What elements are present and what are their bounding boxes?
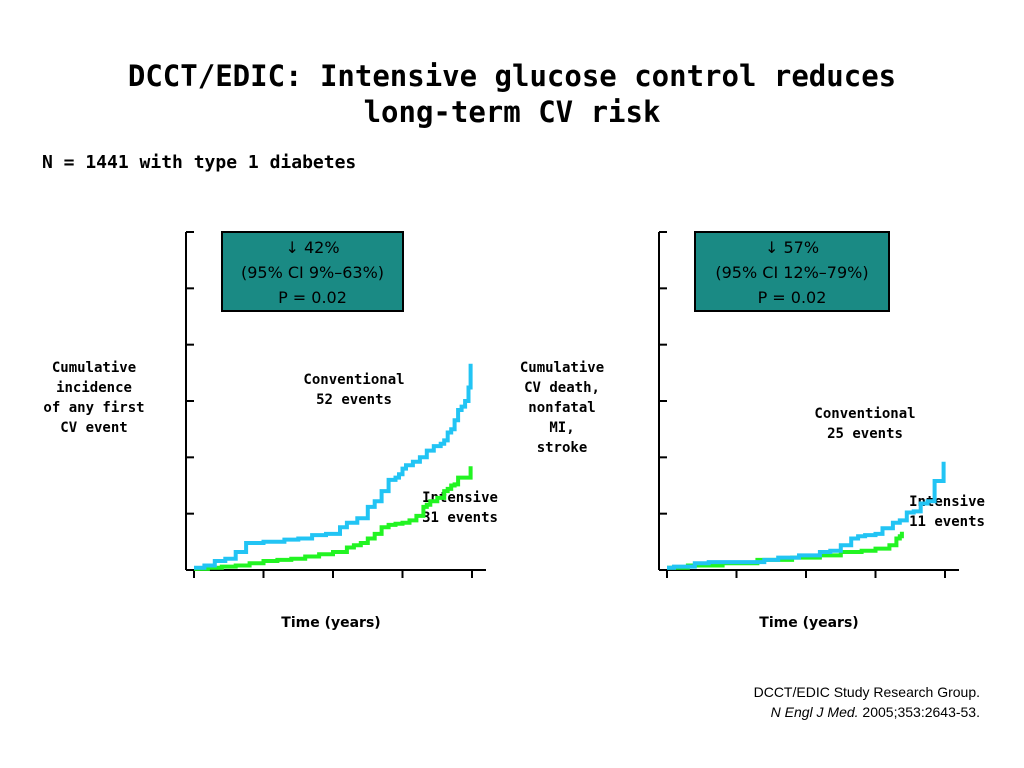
- right-ylabel-line: stroke: [536, 440, 588, 456]
- left-conventional-events: 52 events: [316, 392, 392, 408]
- slide-title: DCCT/EDIC: Intensive glucose control red…: [0, 58, 1024, 130]
- left-risk-reduction: ↓ 42%: [285, 238, 340, 257]
- left-x-axis-label: Time (years): [281, 615, 381, 631]
- title-line-1: DCCT/EDIC: Intensive glucose control red…: [127, 59, 897, 93]
- right-conventional-events: 25 events: [827, 426, 903, 442]
- citation-line-2: N Engl J Med. 2005;353:2643-53.: [754, 702, 980, 722]
- right-y-axis-label: Cumulative CV death, nonfatal MI, stroke: [506, 358, 618, 458]
- right-confidence-interval: (95% CI 12%–79%): [715, 263, 869, 282]
- left-intensive-curve: [194, 466, 473, 571]
- right-ylabel-line: MI,: [549, 420, 575, 436]
- right-p-value: P = 0.02: [757, 288, 827, 307]
- right-intensive-events: 11 events: [909, 514, 985, 530]
- right-intensive-name: Intensive: [909, 494, 985, 510]
- right-risk-reduction: ↓ 57%: [764, 238, 820, 257]
- citation: DCCT/EDIC Study Research Group. N Engl J…: [754, 682, 980, 722]
- right-intensive-label: Intensive 11 events: [897, 492, 997, 532]
- citation-line-1: DCCT/EDIC Study Research Group.: [753, 684, 980, 700]
- slide-subtitle: N = 1441 with type 1 diabetes: [42, 152, 357, 173]
- right-ylabel-line: Cumulative: [519, 360, 605, 376]
- right-ylabel-line: nonfatal: [528, 400, 596, 416]
- left-conventional-curve: [194, 363, 473, 570]
- right-result-box: ↓ 57% (95% CI 12%–79%) P = 0.02: [694, 231, 890, 312]
- left-intensive-label: Intensive 31 events: [410, 488, 510, 528]
- citation-details: 2005;353:2643-53.: [858, 704, 980, 720]
- left-ylabel-line: of any first: [43, 400, 145, 416]
- left-y-axis-label: Cumulative incidence of any first CV eve…: [38, 358, 150, 438]
- title-line-2: long-term CV risk: [363, 95, 661, 129]
- left-conventional-name: Conventional: [303, 372, 405, 388]
- left-p-value: P = 0.02: [278, 288, 347, 307]
- right-ylabel-line: CV death,: [524, 380, 600, 396]
- left-ylabel-line: CV event: [60, 420, 128, 436]
- right-conventional-curve: [667, 461, 946, 570]
- left-intensive-events: 31 events: [422, 510, 498, 526]
- right-x-axis-label: Time (years): [759, 615, 859, 631]
- citation-journal: N Engl J Med.: [770, 704, 859, 720]
- left-intensive-name: Intensive: [422, 490, 498, 506]
- left-conventional-label: Conventional 52 events: [294, 370, 414, 410]
- left-result-box: ↓ 42% (95% CI 9%–63%) P = 0.02: [221, 231, 404, 312]
- left-confidence-interval: (95% CI 9%–63%): [240, 263, 385, 282]
- right-conventional-name: Conventional: [814, 406, 916, 422]
- right-conventional-label: Conventional 25 events: [805, 404, 925, 444]
- left-ylabel-line: Cumulative: [51, 360, 137, 376]
- left-ylabel-line: incidence: [56, 380, 132, 396]
